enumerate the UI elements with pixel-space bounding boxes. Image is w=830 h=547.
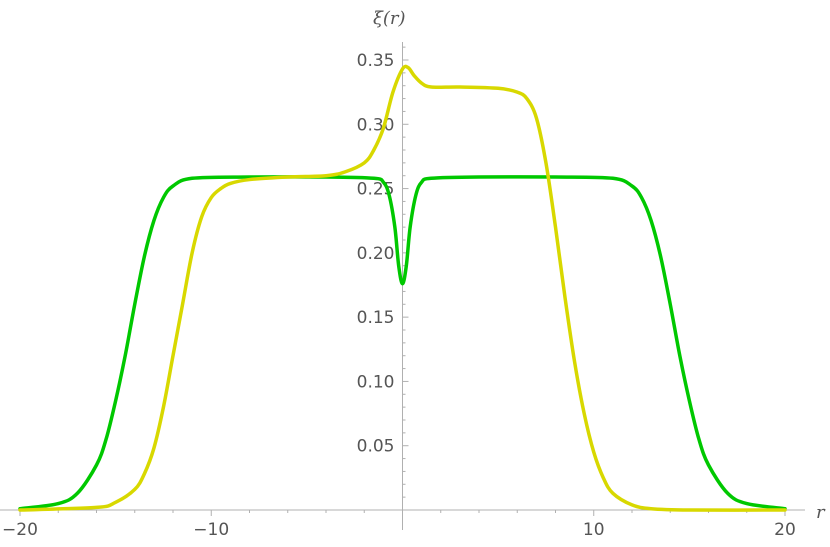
tick-labels: −20 −10 10 200.050.100.150.200.250.300.35	[2, 51, 796, 540]
series-line-green	[18, 175, 787, 511]
x-tick-label: 20	[774, 520, 796, 540]
y-tick-label: 0.30	[357, 115, 395, 135]
y-tick-label: 0.20	[357, 244, 395, 264]
y-tick-label: 0.10	[357, 372, 395, 392]
x-tick-label: 10	[583, 520, 605, 540]
x-tick-label: −10	[193, 520, 229, 540]
y-axis-label: ξ(r)	[373, 8, 406, 29]
x-tick-label: −20	[2, 520, 38, 540]
y-tick-label: 0.15	[357, 308, 395, 328]
plot-area: −20 −10 10 200.050.100.150.200.250.300.35	[0, 42, 805, 540]
series-group	[18, 64, 787, 512]
x-axis-label: r	[816, 502, 826, 523]
ticks	[19, 46, 786, 516]
series-line-yellow	[18, 64, 787, 512]
y-tick-label: 0.35	[357, 51, 395, 71]
y-tick-label: 0.05	[357, 437, 395, 457]
